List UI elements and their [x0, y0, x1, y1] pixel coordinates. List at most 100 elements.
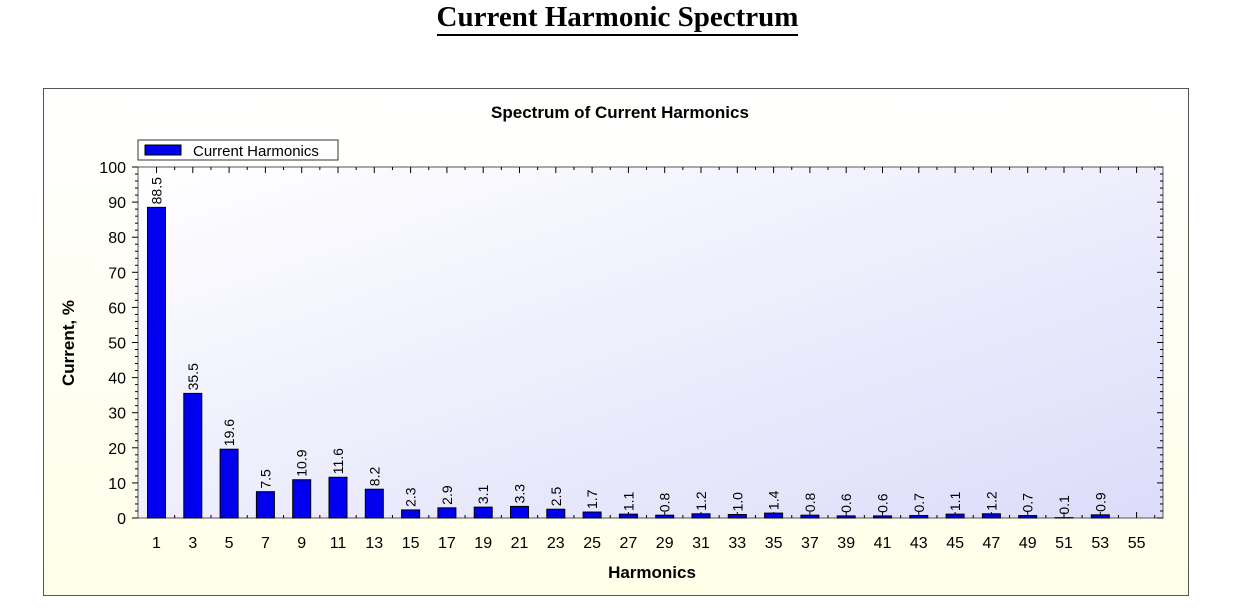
bar [945, 513, 965, 519]
x-tick-label: 49 [1019, 535, 1037, 552]
bar-value-label: 1.2 [693, 491, 709, 511]
bar-value-label: 0.8 [657, 493, 673, 513]
bar-value-label: 3.3 [512, 484, 528, 504]
bar-value-label: 0.7 [1020, 493, 1036, 513]
x-tick-label: 29 [656, 535, 674, 552]
x-tick-label: 9 [297, 535, 306, 552]
y-tick-label: 90 [108, 195, 126, 212]
y-tick-label: 80 [108, 230, 126, 247]
bar-value-label: 2.5 [548, 487, 564, 507]
bar-value-label: 2.9 [439, 485, 455, 505]
bar [473, 506, 493, 519]
bar [655, 514, 675, 519]
x-tick-label: 31 [692, 535, 710, 552]
bar-value-label: 1.4 [766, 490, 782, 510]
bar [292, 479, 312, 519]
y-tick-label: 70 [108, 265, 126, 282]
y-tick-label: 40 [108, 371, 126, 388]
bar [800, 514, 820, 519]
x-axis-label: Harmonics [608, 563, 696, 582]
x-tick-label: 17 [438, 535, 456, 552]
bar [1090, 514, 1110, 519]
page-title-text: Current Harmonic Spectrum [436, 1, 799, 36]
x-tick-label: 3 [188, 535, 197, 552]
bar [401, 509, 421, 519]
bar [691, 513, 711, 519]
x-tick-label: 15 [402, 535, 420, 552]
bar [255, 491, 275, 519]
bar-value-label: 0.6 [875, 493, 891, 513]
bar-value-label: 0.8 [802, 493, 818, 513]
bar [582, 511, 602, 519]
bar-value-label: 1.1 [947, 491, 963, 511]
page-title: Current Harmonic Spectrum [0, 0, 1235, 36]
bars [147, 206, 1110, 519]
bar-value-label: 11.6 [330, 448, 346, 474]
bar-value-label: 1.7 [584, 489, 600, 509]
bar-value-label: 35.5 [185, 363, 201, 390]
bar-value-label: 1.2 [983, 491, 999, 511]
plot-area [137, 166, 1164, 519]
x-tick-label: 21 [511, 535, 529, 552]
chart-title: Spectrum of Current Harmonics [491, 103, 749, 122]
bar-value-label: 10.9 [294, 449, 310, 476]
bar-value-label: 0.1 [1056, 495, 1072, 515]
x-tick-label: 39 [837, 535, 855, 552]
bar-value-label: 1.1 [620, 491, 636, 511]
bar-value-label: 2.3 [403, 487, 419, 507]
bar [909, 515, 929, 519]
bar-value-label: 0.7 [911, 493, 927, 513]
y-tick-label: 0 [117, 511, 126, 528]
x-tick-label: 11 [330, 535, 347, 552]
bar [727, 513, 747, 519]
x-tick-label: 47 [983, 535, 1001, 552]
x-tick-label: 1 [152, 535, 161, 552]
y-tick-label: 10 [108, 476, 126, 493]
bar [219, 448, 239, 519]
y-tick-label: 50 [108, 336, 126, 353]
bar [437, 507, 457, 519]
x-tick-label: 7 [261, 535, 270, 552]
y-tick-label: 30 [108, 406, 126, 423]
x-tick-label: 35 [765, 535, 783, 552]
x-tick-label: 33 [728, 535, 746, 552]
bar [836, 515, 856, 519]
y-tick-label: 100 [99, 160, 126, 177]
legend-swatch [144, 144, 182, 156]
bar [1018, 515, 1038, 519]
bar-value-label: 8.2 [366, 467, 382, 487]
x-tick-label: 45 [946, 535, 964, 552]
y-axis: 0 10 20 30 40 50 60 70 80 90 100 [99, 160, 1163, 528]
bar-value-label: 3.1 [475, 484, 491, 504]
x-tick-label: 43 [910, 535, 928, 552]
bar-labels: 88.5 35.5 19.6 7.5 10.9 11.6 8.2 2.3 2.9 3.1 3.3 2.… [149, 177, 1109, 515]
bar [147, 206, 166, 519]
bar-value-label: 1.0 [729, 492, 745, 512]
bar-value-label: 0.6 [838, 493, 854, 513]
bar-value-label: 0.9 [1092, 492, 1108, 512]
bar-value-label: 88.5 [149, 177, 165, 204]
bar [546, 508, 566, 519]
bar [873, 515, 892, 519]
x-tick-label: 25 [583, 535, 601, 552]
bar [981, 513, 1001, 519]
x-tick-label: 55 [1128, 535, 1146, 552]
x-tick-label: 27 [620, 535, 638, 552]
bar [328, 476, 348, 519]
x-tick-label: 53 [1091, 535, 1109, 552]
legend: Current Harmonics [137, 139, 339, 161]
x-tick-label: 37 [801, 535, 819, 552]
bar [764, 512, 784, 519]
bar [618, 513, 638, 519]
x-tick-label: 51 [1055, 535, 1073, 552]
legend-label: Current Harmonics [193, 143, 319, 160]
y-axis-label: Current, % [59, 300, 78, 386]
legend-box [137, 139, 339, 161]
y-tick-label: 60 [108, 300, 126, 317]
bar [183, 392, 203, 519]
bar [510, 505, 529, 519]
x-tick-label: 13 [365, 535, 383, 552]
x-tick-label: 19 [474, 535, 492, 552]
x-tick-label: 41 [874, 535, 892, 552]
